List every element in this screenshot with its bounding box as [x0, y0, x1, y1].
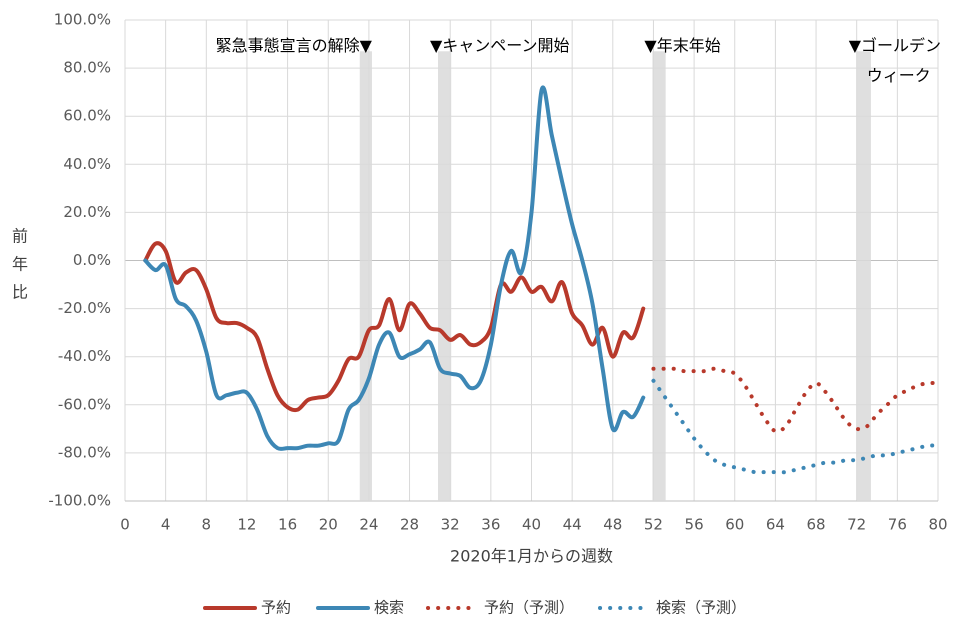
event-label: ▼キャンペーン開始 [430, 36, 570, 55]
x-tick-label: 0 [120, 516, 130, 534]
y-tick-label: -40.0% [58, 347, 111, 365]
x-tick-label: 80 [928, 516, 947, 534]
x-tick-label: 36 [481, 516, 500, 534]
x-tick-label: 72 [847, 516, 866, 534]
y-tick-label: 0.0% [73, 251, 111, 269]
x-tick-label: 52 [644, 516, 663, 534]
x-tick-label: 4 [161, 516, 171, 534]
y-tick-label: 60.0% [63, 107, 111, 125]
x-tick-label: 56 [685, 516, 704, 534]
legend-label: 検索（予測） [656, 599, 746, 617]
event-label: ウィーク [867, 66, 931, 85]
y-tick-label: -100.0% [48, 492, 111, 510]
event-label: ▼年末年始 [644, 36, 720, 55]
legend-label: 予約（予測） [484, 599, 574, 617]
x-tick-label: 24 [359, 516, 378, 534]
event-band [856, 51, 871, 501]
y-tick-label: -80.0% [58, 443, 111, 461]
y-axis-label: 前 [12, 227, 28, 246]
x-tick-label: 48 [603, 516, 622, 534]
series-line [651, 378, 940, 475]
x-tick-label: 44 [563, 516, 582, 534]
y-tick-label: -60.0% [58, 395, 111, 413]
legend-label: 予約 [261, 599, 291, 617]
x-tick-label: 60 [725, 516, 744, 534]
series-line [143, 85, 646, 451]
x-tick-label: 76 [888, 516, 907, 534]
series-line [143, 241, 646, 413]
x-tick-label: 32 [441, 516, 460, 534]
series-line [651, 366, 940, 434]
legend-label: 検索 [374, 599, 404, 617]
event-label: 緊急事態宣言の解除▼ [216, 36, 373, 55]
x-tick-label: 20 [319, 516, 338, 534]
y-tick-label: 80.0% [63, 59, 111, 77]
event-band [359, 51, 372, 501]
x-tick-label: 28 [400, 516, 419, 534]
y-tick-label: 20.0% [63, 203, 111, 221]
y-tick-label: -20.0% [58, 299, 111, 317]
x-axis-label: 2020年1月からの週数 [450, 547, 613, 566]
y-tick-label: 100.0% [54, 11, 111, 29]
y-axis-label: 年 [12, 255, 28, 274]
x-tick-label: 16 [278, 516, 297, 534]
event-band [652, 51, 666, 501]
event-label: ▼ゴールデン [849, 36, 941, 55]
x-tick-label: 40 [522, 516, 541, 534]
event-band [438, 51, 452, 501]
x-tick-label: 12 [237, 516, 256, 534]
x-tick-label: 68 [807, 516, 826, 534]
x-tick-label: 64 [766, 516, 785, 534]
y-axis-label: 比 [12, 283, 28, 302]
y-tick-label: 40.0% [63, 155, 111, 173]
x-tick-label: 8 [202, 516, 212, 534]
